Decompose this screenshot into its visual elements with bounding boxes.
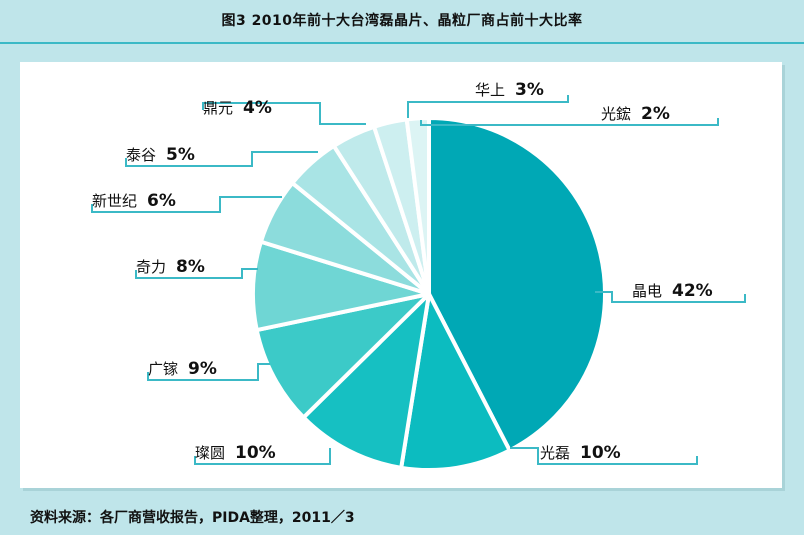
slice-percent: 6% [147, 191, 176, 211]
slice-name: 广镓 [148, 360, 178, 378]
leader-line-1 [595, 291, 746, 303]
chart-panel: 晶电 42% 光磊 10% 璨圆 10% 广镓 9% 奇力 8% 新世纪 6% 泰谷 5% 鼎元 4% 华上 3%… [20, 62, 782, 488]
chart-title: 图3 2010年前十大台湾磊晶片、晶粒厂商占前十大比率 [221, 13, 583, 29]
slice-label-10: 光鋐 2% [601, 104, 670, 124]
slice-label-8: 鼎元 4% [203, 98, 272, 118]
slice-label-7: 泰谷 5% [126, 145, 195, 165]
slice-name: 鼎元 [203, 99, 233, 117]
slice-percent: 4% [243, 98, 272, 118]
title-divider [0, 42, 804, 44]
leader-line-9 [407, 95, 569, 118]
leader-line-7 [125, 151, 318, 167]
slice-label-2: 光磊 10% [540, 443, 621, 463]
slice-label-5: 奇力 8% [136, 257, 205, 277]
slice-name: 泰谷 [126, 146, 156, 164]
leader-line-5 [135, 268, 258, 279]
slice-name: 璨圆 [195, 444, 225, 462]
slice-percent: 42% [672, 281, 713, 301]
slice-label-4: 广镓 9% [148, 359, 217, 379]
slice-name: 华上 [475, 81, 505, 99]
leader-line-6 [91, 196, 282, 213]
slice-percent: 8% [176, 257, 205, 277]
slice-percent: 5% [166, 145, 195, 165]
pie-slice-1 [427, 116, 607, 453]
slice-label-3: 璨圆 10% [195, 443, 276, 463]
slice-label-6: 新世纪 6% [92, 191, 176, 211]
leader-line-10 [420, 118, 719, 126]
pie-slice-4 [254, 292, 431, 420]
slice-percent: 3% [515, 80, 544, 100]
slice-percent: 10% [580, 443, 621, 463]
slice-name: 光鋐 [601, 105, 631, 123]
slice-percent: 2% [641, 104, 670, 124]
slice-name: 晶电 [632, 282, 662, 300]
slice-percent: 10% [235, 443, 276, 463]
leader-line-4 [147, 363, 270, 381]
slice-name: 新世纪 [92, 192, 137, 210]
source-note: 资料来源：各厂商营收报告，PIDA整理，2011／3 [30, 510, 355, 526]
slice-name: 奇力 [136, 258, 166, 276]
leader-line-3 [194, 448, 331, 465]
leader-line-2 [510, 447, 698, 465]
slice-name: 光磊 [540, 444, 570, 462]
slice-label-1: 晶电 42% [632, 281, 713, 301]
pie-slice-3 [301, 292, 431, 470]
pie-chart: 晶电 42% 光磊 10% 璨圆 10% 广镓 9% 奇力 8% 新世纪 6% 泰谷 5% 鼎元 4% 华上 3%… [91, 80, 746, 472]
slice-percent: 9% [188, 359, 217, 379]
pie-slice-2 [399, 292, 512, 472]
leader-line-8 [202, 102, 366, 125]
pie-slice-10 [404, 116, 431, 296]
slice-label-9: 华上 3% [475, 80, 544, 100]
